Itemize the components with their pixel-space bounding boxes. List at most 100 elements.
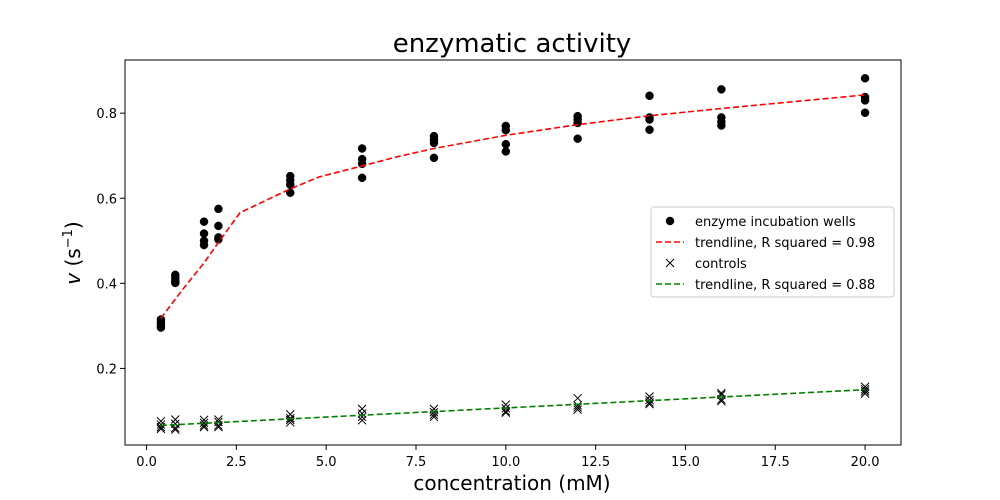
data-point-0-13 [214,221,223,231]
data-point-2-1-stroke-b [156,420,166,429]
data-point-2-23 [357,415,367,425]
data-point-0-27 [429,153,439,163]
data-point-2-31 [501,408,511,418]
x-tick-label-5: 12.5 [581,455,610,470]
data-point-2-46-stroke-b [860,387,870,396]
data-point-0-3 [156,323,166,332]
data-point-2-18-stroke-b [285,415,295,425]
data-point-2-26-stroke-b [429,410,439,420]
x-tick-label-1: 2.5 [226,455,247,470]
data-point-2-28 [501,400,511,409]
y-tick-label-3: 0.8 [96,107,117,122]
x-axis-label: concentration (mM) [413,471,610,495]
data-point-0-20 [357,144,367,153]
data-point-2-30-stroke-b [501,407,511,416]
data-point-2-14-stroke-b [214,421,223,430]
data-point-2-4 [170,415,180,424]
legend-label-0: enzyme incubation wells [695,215,856,230]
legend-label-1: trendline, R squared = 0.98 [695,236,875,251]
legend-entry-1: trendline, R squared = 0.98 [656,236,875,251]
y-tick-label-1: 0.4 [96,277,117,292]
data-point-2-27-stroke-b [429,412,439,422]
data-point-0-40 [717,85,726,94]
x-tick-label-7: 17.5 [761,455,790,470]
data-point-2-15-stroke-b [214,422,223,432]
y-tick-label-0: 0.2 [96,362,117,377]
data-point-2-31-stroke-b [501,408,511,418]
series-1 [160,94,866,319]
data-point-2-40 [717,388,726,398]
data-point-2-9 [199,418,209,428]
series-2 [156,382,870,435]
x-tick-label-3: 7.5 [406,455,427,470]
legend-swatch-0 [665,216,675,226]
legend: enzyme incubation wells trendline, R squa… [650,206,895,298]
data-point-0-38 [645,115,654,124]
data-point-2-35 [573,405,583,415]
chart-title: enzymatic activity [393,29,632,59]
data-point-0-29 [501,125,511,135]
y-axis-label: v (s−1) [61,221,85,284]
data-point-0-7 [171,278,180,288]
data-point-2-43-stroke-b [717,396,726,406]
data-point-2-28-stroke-b [501,400,511,409]
data-point-0-46 [860,96,870,105]
x-tick-label-6: 15.0 [671,455,700,470]
y-axis-label-exponent: −1 [61,229,76,248]
data-point-2-22-stroke-b [357,412,367,422]
data-point-2-22 [357,412,367,422]
data-point-2-47-stroke-b [860,389,870,398]
data-point-0-31 [501,147,511,156]
x-tick-label-0: 0.0 [136,455,157,470]
data-point-0-44 [860,74,870,83]
trendline-1 [160,94,866,319]
data-point-2-11-stroke-b [199,422,209,432]
data-point-2-45 [860,384,870,394]
data-point-2-21-stroke-b [357,409,367,418]
legend-swatch-2 [665,258,675,268]
data-point-2-47 [860,389,870,398]
data-point-0-8 [199,217,209,226]
series-3 [160,388,866,427]
data-point-2-32 [573,393,583,403]
data-point-2-40-stroke-b [717,388,726,398]
data-point-0-12 [214,204,223,214]
data-point-2-43 [717,396,726,406]
data-point-0-26 [429,138,439,148]
legend-entry-2: controls [665,257,747,272]
plot-frame [124,59,902,446]
legend-label-3: trendline, R squared = 0.88 [695,278,875,293]
data-point-2-33 [573,401,583,410]
data-point-0-9 [199,229,209,238]
data-point-2-7-stroke-b [170,425,180,435]
legend-entry-3: trendline, R squared = 0.88 [656,278,875,293]
plot-area [156,74,870,435]
x-tick-label-8: 20.0 [851,455,880,470]
data-point-2-19-stroke-b [285,418,295,427]
data-point-0-43 [717,121,726,130]
data-point-0-23 [357,173,367,183]
trendline-3 [160,388,866,427]
data-point-2-15 [214,422,223,432]
data-point-2-32-stroke-b [573,393,583,403]
data-point-0-47 [860,108,870,118]
data-point-2-27 [429,412,439,422]
x-tick-label-2: 5.0 [316,455,337,470]
data-point-2-39-stroke-b [645,399,654,409]
data-point-2-46 [860,387,870,396]
data-point-2-33-stroke-b [573,401,583,410]
data-point-0-11 [199,240,209,250]
data-point-2-2-stroke-b [156,422,166,432]
y-axis-label-symbol: v [61,272,85,285]
data-point-2-2 [156,422,166,432]
data-point-2-4-stroke-b [170,415,180,424]
data-point-2-35-stroke-b [573,405,583,415]
data-point-2-3 [156,424,166,434]
data-point-2-3-stroke-b [156,424,166,434]
data-point-0-35 [573,134,582,143]
data-point-2-18 [285,415,295,425]
data-point-2-6-stroke-b [170,423,180,433]
legend-box [650,206,895,298]
